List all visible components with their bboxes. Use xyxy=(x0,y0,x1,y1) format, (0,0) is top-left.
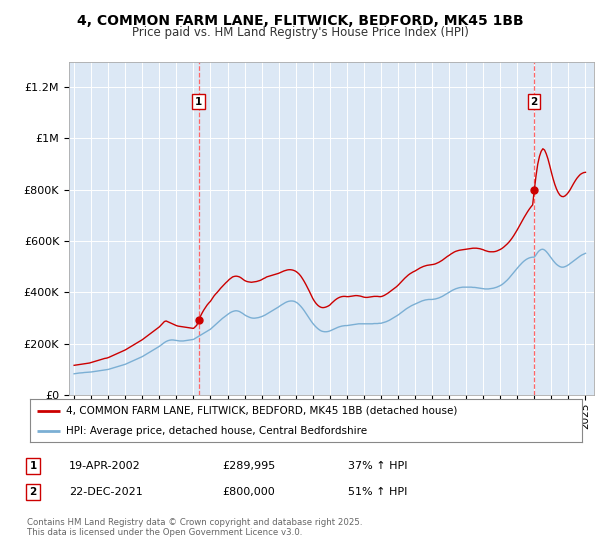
Text: HPI: Average price, detached house, Central Bedfordshire: HPI: Average price, detached house, Cent… xyxy=(66,426,367,436)
Text: 51% ↑ HPI: 51% ↑ HPI xyxy=(348,487,407,497)
Text: 19-APR-2002: 19-APR-2002 xyxy=(69,461,141,471)
Text: 1: 1 xyxy=(29,461,37,471)
Text: 4, COMMON FARM LANE, FLITWICK, BEDFORD, MK45 1BB (detached house): 4, COMMON FARM LANE, FLITWICK, BEDFORD, … xyxy=(66,405,457,416)
Text: Price paid vs. HM Land Registry's House Price Index (HPI): Price paid vs. HM Land Registry's House … xyxy=(131,26,469,39)
Text: 22-DEC-2021: 22-DEC-2021 xyxy=(69,487,143,497)
Text: 2: 2 xyxy=(29,487,37,497)
Text: £289,995: £289,995 xyxy=(222,461,275,471)
Text: 4, COMMON FARM LANE, FLITWICK, BEDFORD, MK45 1BB: 4, COMMON FARM LANE, FLITWICK, BEDFORD, … xyxy=(77,14,523,28)
Text: 2: 2 xyxy=(530,96,538,106)
Text: 37% ↑ HPI: 37% ↑ HPI xyxy=(348,461,407,471)
Text: £800,000: £800,000 xyxy=(222,487,275,497)
Text: Contains HM Land Registry data © Crown copyright and database right 2025.
This d: Contains HM Land Registry data © Crown c… xyxy=(27,518,362,537)
Text: 1: 1 xyxy=(195,96,202,106)
